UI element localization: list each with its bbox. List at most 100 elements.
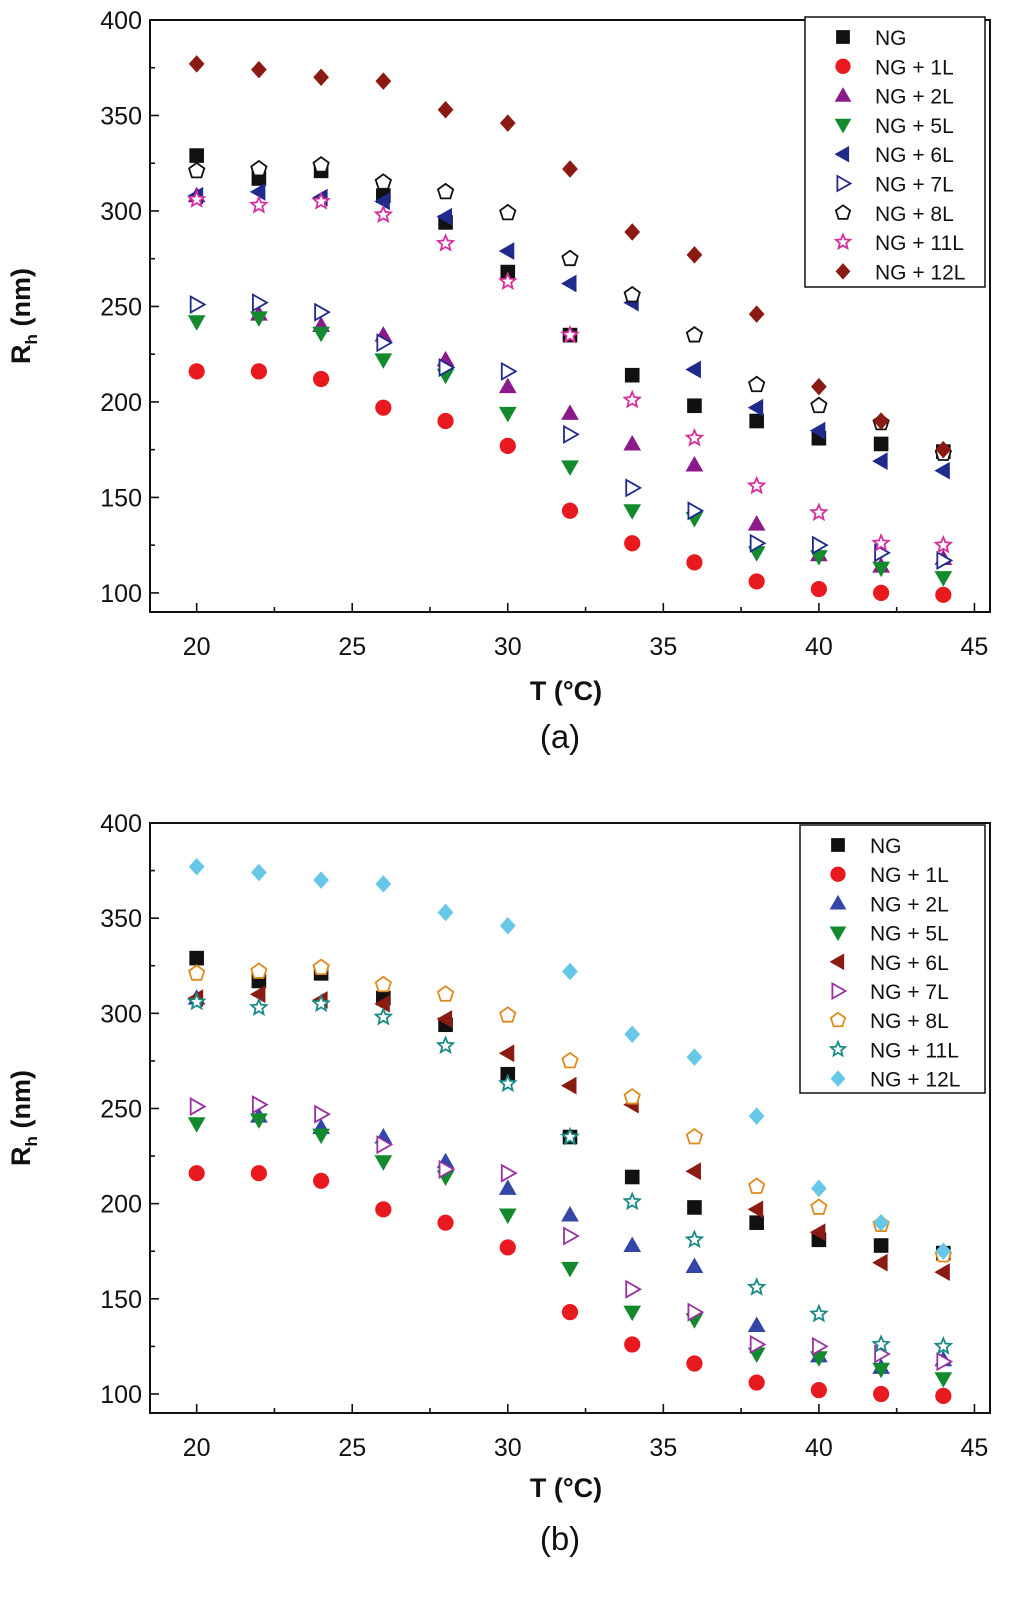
- data-point: [624, 1169, 640, 1185]
- data-point: [687, 398, 702, 414]
- data-point: [560, 1126, 580, 1146]
- data-point: [250, 311, 268, 327]
- data-point: [374, 353, 393, 369]
- legend-marker: [835, 58, 851, 74]
- data-point: [684, 1229, 705, 1249]
- legend-label: NG + 11L: [870, 1039, 959, 1062]
- data-point: [436, 207, 453, 226]
- data-point: [811, 1179, 827, 1198]
- data-point: [435, 233, 456, 252]
- data-point: [188, 363, 205, 380]
- data-point: [437, 1214, 454, 1231]
- data-point: [749, 413, 764, 429]
- data-point: [685, 360, 701, 379]
- data-point: [562, 962, 578, 981]
- data-point: [809, 421, 826, 440]
- data-point: [749, 1334, 767, 1355]
- legend-marker: [834, 145, 850, 163]
- x-tick-label: 30: [494, 633, 522, 661]
- y-tick-label: 150: [100, 484, 142, 512]
- y-axis-symbol: R: [6, 344, 36, 364]
- legend-marker: [835, 263, 851, 280]
- x-tick-label: 45: [961, 1434, 989, 1462]
- data-point: [935, 586, 952, 603]
- data-point: [498, 1208, 517, 1225]
- data-point: [499, 1239, 516, 1256]
- data-point: [249, 985, 266, 1004]
- data-point: [186, 991, 207, 1011]
- legend-label: NG + 1L: [870, 864, 949, 887]
- panel-label: (a): [540, 718, 580, 755]
- y-tick-label: 350: [100, 905, 142, 933]
- y-axis-symbol: R: [6, 1146, 36, 1166]
- plot-frame: [149, 19, 991, 613]
- data-point: [748, 573, 765, 590]
- data-point: [186, 189, 207, 208]
- data-point: [499, 917, 516, 935]
- data-point: [313, 1172, 330, 1189]
- data-point: [438, 1159, 456, 1179]
- data-point: [748, 1107, 765, 1125]
- data-point: [810, 396, 828, 414]
- data-point: [250, 363, 267, 380]
- data-point: [249, 183, 266, 201]
- data-point: [189, 148, 204, 163]
- legend-marker: [829, 1011, 847, 1028]
- data-point: [624, 223, 641, 241]
- legend-label: NG + 7L: [870, 981, 949, 1004]
- data-point: [561, 1051, 579, 1069]
- y-axis-title: Rh (nm): [6, 1070, 41, 1166]
- data-point: [872, 1362, 890, 1379]
- legend-marker: [830, 866, 846, 882]
- legend: NG NG + 1L NG + 2L NG + 5L NG + 6L NG + 7L NG …: [804, 16, 986, 288]
- data-point: [561, 1304, 579, 1321]
- data-point: [311, 191, 331, 210]
- data-point: [747, 1316, 766, 1332]
- data-point: [499, 203, 517, 221]
- data-point: [871, 1334, 891, 1353]
- data-point: [749, 533, 767, 553]
- legend-marker: [831, 981, 848, 1001]
- data-point: [437, 903, 454, 922]
- data-point: [314, 1104, 331, 1124]
- data-point: [749, 1215, 764, 1230]
- data-point: [623, 434, 642, 451]
- data-point: [498, 406, 517, 423]
- data-point: [746, 475, 767, 495]
- data-point: [188, 55, 205, 73]
- data-point: [188, 1165, 205, 1182]
- data-point: [625, 1279, 643, 1299]
- data-point: [623, 504, 642, 520]
- data-point: [684, 427, 705, 447]
- data-point: [312, 156, 330, 173]
- x-tick-label: 35: [649, 633, 677, 661]
- data-point: [685, 325, 704, 343]
- data-point: [250, 1113, 268, 1129]
- data-point: [624, 367, 640, 383]
- y-tick-label: 250: [100, 1095, 142, 1123]
- data-point: [873, 1238, 889, 1253]
- data-point: [375, 875, 392, 893]
- data-point: [687, 1302, 705, 1322]
- x-tick-label: 35: [649, 1434, 677, 1462]
- data-point: [934, 461, 950, 480]
- data-point: [314, 302, 331, 322]
- data-point: [437, 412, 454, 430]
- data-point: [189, 294, 207, 315]
- data-point: [810, 580, 827, 598]
- legend-marker: [830, 1070, 846, 1087]
- y-tick-label: 300: [100, 198, 142, 226]
- x-tick-label: 40: [805, 1434, 833, 1462]
- y-tick-label: 100: [100, 580, 142, 608]
- data-point: [497, 1073, 518, 1093]
- legend-label: NG + 5L: [870, 923, 949, 946]
- y-tick-label: 350: [100, 102, 142, 130]
- legend-box: [799, 824, 986, 1094]
- data-point: [934, 571, 953, 587]
- y-tick-label: 200: [100, 389, 142, 417]
- data-point: [313, 871, 329, 889]
- x-tick-label: 30: [494, 1434, 522, 1462]
- data-point: [685, 1127, 704, 1145]
- data-point: [810, 1198, 828, 1215]
- data-point: [560, 1076, 577, 1095]
